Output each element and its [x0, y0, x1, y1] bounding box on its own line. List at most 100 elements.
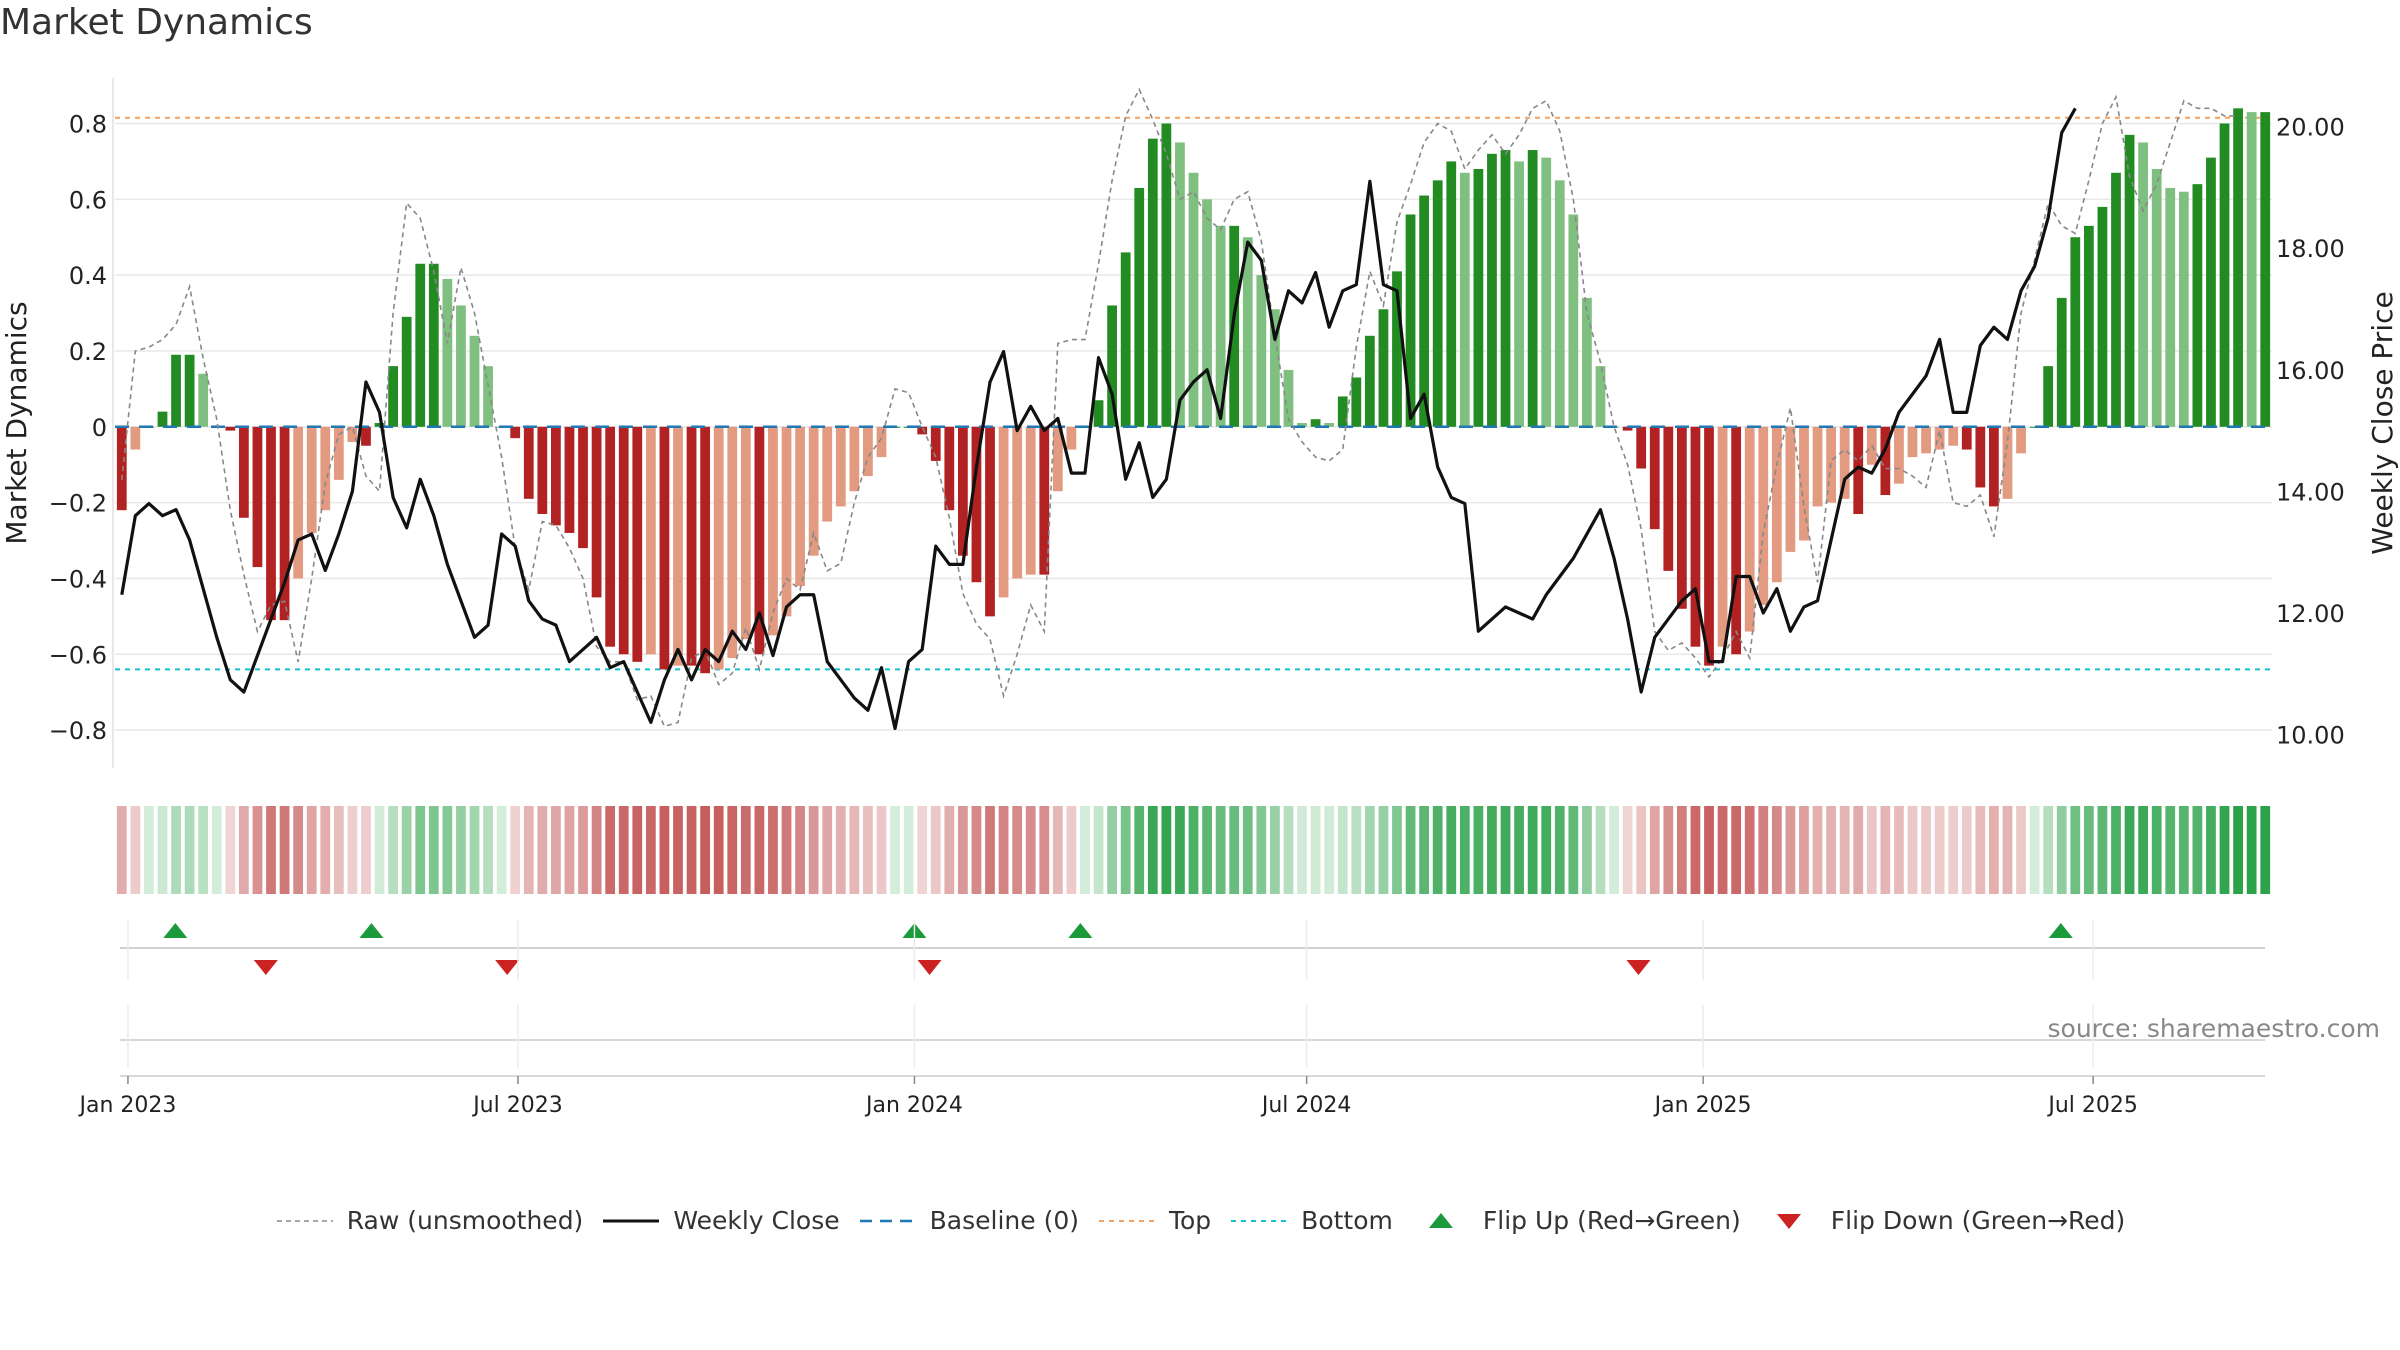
- heat-cell: [1622, 806, 1633, 894]
- md-bar: [985, 426, 995, 617]
- heat-cell: [496, 806, 507, 894]
- md-bar: [1799, 426, 1809, 541]
- md-bar: [1134, 187, 1145, 427]
- raw-line-layer: [120, 87, 2239, 728]
- heat-cell: [2219, 806, 2230, 894]
- heat-cell: [971, 806, 982, 894]
- md-bar: [1663, 426, 1674, 571]
- heat-cell: [1690, 806, 1701, 894]
- heat-cell: [1894, 806, 1904, 894]
- heat-cell: [2233, 806, 2243, 894]
- heat-cell: [1717, 806, 1728, 894]
- heat-cell: [116, 806, 127, 894]
- heat-cell: [293, 806, 304, 894]
- heat-cell: [700, 806, 711, 894]
- heat-cell: [483, 806, 493, 894]
- md-bar: [2083, 225, 2094, 427]
- md-bar: [713, 426, 724, 670]
- y2-tick-label: 18.00: [2276, 235, 2345, 263]
- md-bar: [2029, 426, 2040, 428]
- md-bar: [1419, 195, 1430, 427]
- heat-cell: [1582, 806, 1592, 894]
- md-bar: [645, 426, 656, 655]
- heat-cell: [1500, 806, 1511, 894]
- heat-cell: [2029, 806, 2040, 894]
- md-bar: [1432, 180, 1443, 427]
- heat-cell: [1487, 806, 1497, 894]
- flip-down-marker: [495, 960, 520, 975]
- md-bar: [2165, 187, 2176, 427]
- heat-cell: [1514, 806, 1524, 894]
- heat-cell: [2138, 806, 2149, 894]
- md-bar: [2151, 168, 2162, 427]
- heat-cell: [469, 806, 480, 894]
- heat-cell: [1731, 806, 1742, 894]
- heat-cell: [1310, 806, 1321, 894]
- md-bar: [795, 426, 805, 587]
- md-bar: [1256, 275, 1267, 427]
- heat-cell: [985, 806, 995, 894]
- y-tick-label: 0.4: [69, 262, 107, 290]
- heat-cell: [361, 806, 371, 894]
- heat-cell: [1364, 806, 1375, 894]
- md-bar: [510, 426, 521, 439]
- heat-cell: [320, 806, 331, 894]
- heat-cell: [388, 806, 398, 894]
- md-bar: [1025, 426, 1036, 575]
- md-bar: [266, 426, 276, 621]
- legend-swatch: [276, 1219, 333, 1222]
- heat-cell: [903, 806, 914, 894]
- md-bar: [822, 426, 833, 522]
- heat-cell: [659, 806, 670, 894]
- md-bar: [537, 426, 548, 514]
- legend-swatch: [859, 1219, 916, 1222]
- y-tick-label: −0.8: [49, 717, 107, 745]
- md-bar: [564, 426, 575, 533]
- x-tick-label: Jul 2025: [2046, 1093, 2138, 1118]
- md-bar: [727, 426, 738, 659]
- md-bar: [1161, 123, 1172, 427]
- heat-cell: [944, 806, 955, 894]
- md-bar: [1894, 426, 1904, 484]
- md-bar: [1473, 168, 1484, 427]
- md-bar: [835, 426, 846, 507]
- md-bar: [2111, 172, 2121, 427]
- flip-up-marker: [2048, 923, 2073, 938]
- md-bar: [1595, 366, 1606, 427]
- md-bar: [184, 354, 195, 427]
- heat-cell: [2111, 806, 2121, 894]
- heat-cell: [863, 806, 873, 894]
- heat-cell: [1256, 806, 1267, 894]
- md-bar: [1948, 426, 1959, 446]
- y-tick-label: 0.8: [69, 110, 107, 138]
- legend-label: Raw (unsmoothed): [346, 1206, 584, 1235]
- y-tick-label: 0: [92, 414, 107, 442]
- md-bar: [1582, 297, 1592, 427]
- md-bar: [1744, 426, 1755, 632]
- md-bar: [456, 305, 466, 427]
- md-bar: [659, 426, 670, 670]
- md-bar: [673, 426, 683, 666]
- md-bar: [1731, 426, 1742, 655]
- heat-cell: [1161, 806, 1172, 894]
- legend-item: Raw (unsmoothed): [275, 1206, 584, 1235]
- md-bar: [2246, 112, 2257, 427]
- md-bar: [1676, 426, 1687, 609]
- heat-cell: [2056, 806, 2067, 894]
- heat-cell: [1432, 806, 1443, 894]
- y-tick-label: −0.2: [49, 490, 107, 518]
- heat-cell: [1839, 806, 1850, 894]
- heat-cell: [876, 806, 887, 894]
- md-bar: [293, 426, 304, 579]
- heat-cell: [1636, 806, 1647, 894]
- axis-layer: −0.8 −0.6 −0.4 −0.2 0 0.2 0.4 0.6 0.8 10.00 12.00 1…: [0, 78, 2399, 768]
- md-bar: [1351, 377, 1362, 427]
- md-bar: [1392, 271, 1402, 427]
- legend-swatch: [1776, 1213, 1801, 1229]
- heat-cell: [1676, 806, 1687, 894]
- md-bar: [1622, 426, 1633, 431]
- md-bar: [930, 426, 941, 461]
- md-bar: [1989, 426, 1999, 507]
- md-bar: [551, 426, 561, 526]
